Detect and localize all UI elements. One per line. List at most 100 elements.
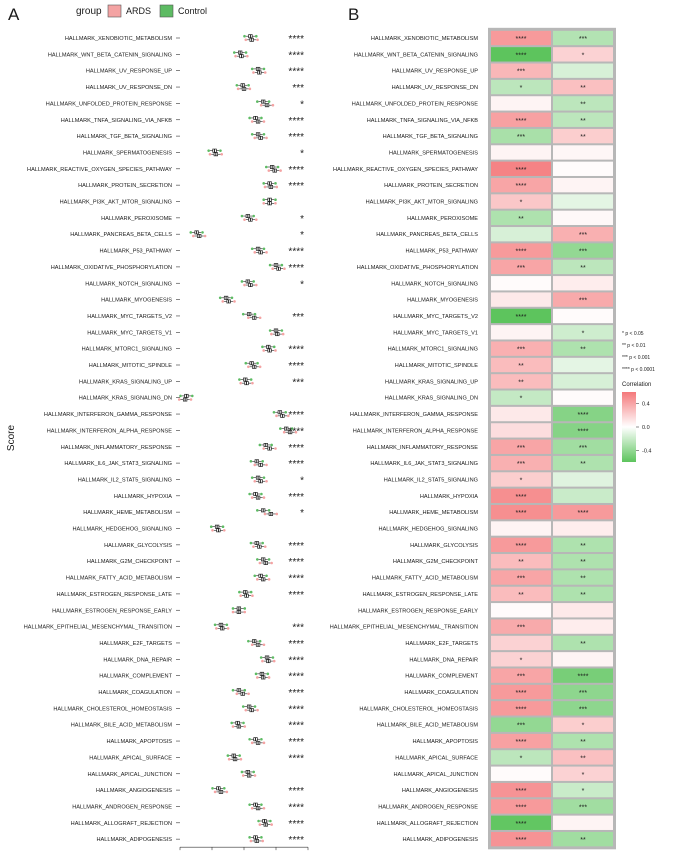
box-outlier-point <box>241 312 245 316</box>
box-outlier-point <box>272 345 276 349</box>
significance-stars: **** <box>288 34 304 45</box>
heatmap-cell-label: **** <box>578 412 589 419</box>
box-outlier-point <box>243 688 247 692</box>
box-outlier-point <box>262 202 266 205</box>
box-outlier-point <box>243 607 247 610</box>
heatmap-cell-label: *** <box>517 69 525 76</box>
box-outlier-point <box>250 247 254 251</box>
heatmap-cell <box>491 292 551 307</box>
significance-stars: **** <box>288 541 304 552</box>
heatmap-row-label: HALLMARK_MITOTIC_SPINDLE <box>395 363 478 369</box>
significance-stars: **** <box>288 116 304 127</box>
significance-stars: *** <box>292 623 304 634</box>
heatmap-row-label: HALLMARK_GLYCOLYSIS <box>410 543 478 549</box>
heatmap-row-label: HALLMARK_E2F_TARGETS <box>405 641 478 647</box>
box-outlier-point <box>225 623 229 627</box>
heatmap-cell <box>553 96 613 111</box>
significance-stars: **** <box>288 492 304 503</box>
box-outlier-point <box>271 656 275 659</box>
box-category-label: HALLMARK_E2F_TARGETS <box>99 641 172 647</box>
heatmap-row-label: HALLMARK_IL6_JAK_STAT3_SIGNALING <box>370 461 478 467</box>
box-outlier-point <box>253 705 257 708</box>
box-outlier-point <box>260 492 263 496</box>
box-outlier-point <box>222 787 226 790</box>
heatmap-row-label: HALLMARK_MYC_TARGETS_V1 <box>393 330 478 336</box>
heatmap-cell-label: *** <box>517 674 525 681</box>
box-outlier-point <box>235 692 239 696</box>
heatmap-cell <box>553 177 613 193</box>
box-outlier-point <box>270 561 273 565</box>
heatmap-cell <box>491 259 551 275</box>
box-category-label: HALLMARK_ALLOGRAFT_REJECTION <box>71 821 172 827</box>
box-category-label: HALLMARK_UV_RESPONSE_DN <box>86 85 172 91</box>
box-category-label: HALLMARK_PROTEIN_SECRETION <box>78 183 172 189</box>
heatmap-cell <box>491 766 551 781</box>
box-outlier-point <box>281 332 285 336</box>
heatmap-cell <box>491 488 551 503</box>
heatmap-cell <box>553 145 613 160</box>
heatmap-row-label: HALLMARK_APICAL_SURFACE <box>395 755 478 761</box>
heatmap-cell <box>553 30 613 46</box>
heatmap-row-label: HALLMARK_XENOBIOTIC_METABOLISM <box>371 36 478 42</box>
heatmap-cell <box>491 586 551 602</box>
box-category-label: HALLMARK_INTERFERON_ALPHA_RESPONSE <box>47 428 173 434</box>
heatmap-cell <box>553 521 613 536</box>
box-outlier-point <box>267 676 271 679</box>
heatmap-cell <box>553 668 613 683</box>
heatmap-cell <box>491 357 551 373</box>
heatmap-cell <box>553 63 613 78</box>
box-outlier-point <box>246 54 249 58</box>
heatmap-cell <box>491 325 551 340</box>
heatmap-cell <box>553 227 613 242</box>
colorbar-ticks: 0.4 0.0 -0.4 <box>636 402 651 454</box>
box-outlier-point <box>243 34 246 38</box>
heatmap-row-label: HALLMARK_TNFA_SIGNALING_VIA_NFKB <box>367 118 479 124</box>
heatmap-cell <box>491 227 551 242</box>
heatmap-row-label: HALLMARK_P53_PATHWAY <box>405 249 478 255</box>
box-outlier-point <box>234 54 237 58</box>
significance-stars: * <box>300 148 304 159</box>
box-outlier-point <box>268 329 272 332</box>
heatmap-cell-label: ** <box>580 461 586 468</box>
significance-stars: **** <box>288 672 304 683</box>
heatmap-cell <box>553 112 613 127</box>
heatmap-cell-label: * <box>520 200 523 207</box>
heatmap-row-label: HALLMARK_BILE_ACID_METABOLISM <box>377 723 479 729</box>
significance-stars: **** <box>288 345 304 356</box>
heatmap-row-label: HALLMARK_DNA_REPAIR <box>409 657 478 663</box>
box-outlier-point <box>272 659 276 663</box>
significance-stars: **** <box>288 410 304 421</box>
box-outlier-point <box>263 185 267 189</box>
box-category-label: HALLMARK_MYOGENESIS <box>101 298 172 304</box>
box-category-label: HALLMARK_MYC_TARGETS_V2 <box>87 314 172 320</box>
box-category-label: HALLMARK_COMPLEMENT <box>99 674 172 680</box>
significance-stars: **** <box>288 459 304 470</box>
significance-stars: **** <box>288 181 304 192</box>
heatmap-cell <box>553 733 613 749</box>
box-category-label: HALLMARK_EPITHELIAL_MESENCHYMAL_TRANSITI… <box>24 625 172 631</box>
heatmap-cell-label: **** <box>516 706 527 713</box>
heatmap-cell-label: *** <box>517 576 525 583</box>
box-category-label: HALLMARK_APICAL_JUNCTION <box>87 772 172 778</box>
box-category-label: HALLMARK_MTORC1_SIGNALING <box>82 347 172 353</box>
heatmap-row-label: HALLMARK_FATTY_ACID_METABOLISM <box>372 576 478 582</box>
heatmap-cell <box>553 243 613 258</box>
box-outlier-point <box>252 214 256 218</box>
box-category-label: HALLMARK_ADIPOGENESIS <box>96 837 172 843</box>
box-outlier-point <box>274 202 277 205</box>
colorbar <box>622 392 636 462</box>
box-outlier-point <box>267 100 271 103</box>
heatmap-row-label: HALLMARK_MYC_TARGETS_V2 <box>393 314 478 320</box>
heatmap-cell-label: **** <box>516 510 527 517</box>
heatmap-cell <box>491 439 551 454</box>
significance-stars: * <box>300 99 304 110</box>
box-outlier-point <box>249 839 253 843</box>
box-outlier-point <box>251 381 254 385</box>
box-category-label: HALLMARK_PEROXISOME <box>101 216 172 222</box>
heatmap-cell <box>553 292 613 307</box>
box-outlier-point <box>240 280 244 283</box>
box-category-label: HALLMARK_FATTY_ACID_METABOLISM <box>66 576 172 582</box>
heatmap-cell-label: *** <box>579 249 587 256</box>
box-outlier-point <box>258 316 262 320</box>
box-category-label: HALLMARK_WNT_BETA_CATENIN_SIGNALING <box>48 52 172 58</box>
